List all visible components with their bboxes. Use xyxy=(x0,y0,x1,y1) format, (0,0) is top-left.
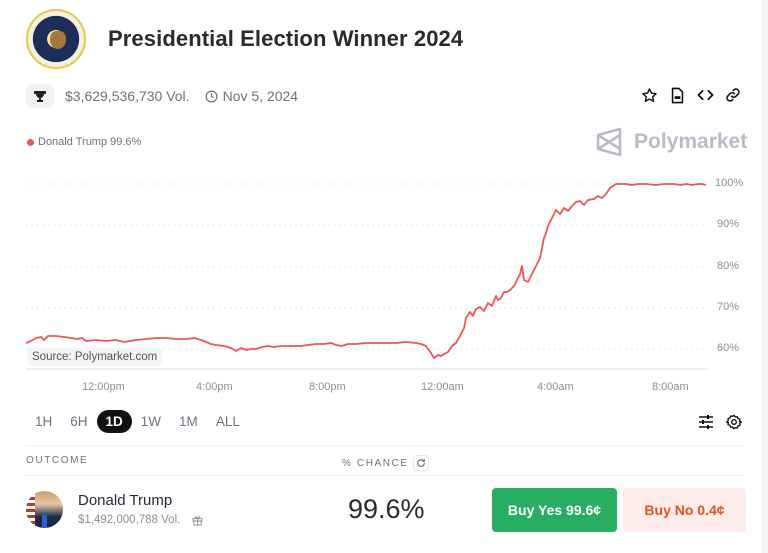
x-tick: 12:00am xyxy=(421,381,464,393)
document-icon[interactable] xyxy=(668,86,686,104)
star-icon[interactable] xyxy=(640,86,658,104)
outcome-name: Donald Trump xyxy=(78,492,173,509)
price-chart[interactable]: 100% 90% 80% 70% 60% 12:00pm 4:00pm 8:00… xyxy=(26,168,768,398)
x-tick: 8:00pm xyxy=(309,381,346,393)
outcome-volume: $1,492,000,788 Vol. xyxy=(78,514,203,526)
range-1w[interactable]: 1W xyxy=(140,414,162,429)
chart-tools xyxy=(698,414,742,435)
buy-yes-button[interactable]: Buy Yes 99.6¢ xyxy=(492,488,617,532)
y-tick: 90% xyxy=(717,218,739,230)
legend-label: Donald Trump 99.6% xyxy=(38,136,142,148)
y-tick: 60% xyxy=(717,342,739,354)
outcome-row[interactable]: Donald Trump $1,492,000,788 Vol. 99.6% B… xyxy=(26,488,746,534)
market-meta: $3,629,536,730 Vol. Nov 5, 2024 xyxy=(26,84,298,108)
gift-icon[interactable] xyxy=(192,515,203,526)
divider xyxy=(26,445,744,446)
legend-dot xyxy=(27,138,34,146)
y-tick: 100% xyxy=(715,177,743,189)
gear-icon[interactable] xyxy=(726,414,742,435)
buy-no-button[interactable]: Buy No 0.4¢ xyxy=(623,488,746,532)
range-1m[interactable]: 1M xyxy=(179,414,198,429)
time-range-selector: 1H 6H 1D 1W 1M ALL xyxy=(26,410,249,433)
trophy-icon[interactable] xyxy=(26,84,54,108)
outcome-volume-text: $1,492,000,788 Vol. xyxy=(78,514,181,526)
x-tick: 8:00am xyxy=(652,381,689,393)
range-1d[interactable]: 1D xyxy=(96,410,132,433)
x-tick: 4:00pm xyxy=(196,381,233,393)
outcome-header: OUTCOME xyxy=(26,455,89,466)
market-header: Presidential Election Winner 2024 xyxy=(26,9,463,69)
y-tick: 80% xyxy=(717,260,739,272)
watermark-text: Polymarket xyxy=(634,130,748,153)
link-icon[interactable] xyxy=(724,86,742,104)
market-actions xyxy=(640,86,742,104)
range-6h[interactable]: 6H xyxy=(70,414,88,429)
page-title: Presidential Election Winner 2024 xyxy=(108,26,464,51)
range-1h[interactable]: 1H xyxy=(35,414,53,429)
refresh-icon[interactable] xyxy=(412,455,429,471)
polymarket-logo-icon xyxy=(596,127,622,157)
trump-price-line xyxy=(26,183,707,359)
chart-legend: Donald Trump 99.6% xyxy=(27,136,141,148)
avatar xyxy=(26,491,63,528)
end-date: Nov 5, 2024 xyxy=(222,88,299,104)
x-tick: 12:00pm xyxy=(82,381,125,393)
chance-header-label: % CHANCE xyxy=(342,457,409,469)
clock-icon xyxy=(205,90,218,103)
outcome-chance: 99.6% xyxy=(348,494,425,524)
range-all[interactable]: ALL xyxy=(215,414,240,429)
polymarket-watermark: Polymarket xyxy=(596,127,747,157)
chance-header: % CHANCE xyxy=(342,455,429,471)
chart-source-label: Source: Polymarket.com xyxy=(27,348,163,366)
total-volume: $3,629,536,730 Vol. xyxy=(65,88,190,104)
sliders-icon[interactable] xyxy=(698,414,714,435)
presidential-seal-icon xyxy=(26,9,86,69)
divider xyxy=(26,475,744,476)
code-icon[interactable] xyxy=(696,86,714,104)
scrollbar-track[interactable] xyxy=(762,0,768,553)
x-tick: 4:00am xyxy=(537,381,574,393)
y-tick: 70% xyxy=(717,301,739,313)
